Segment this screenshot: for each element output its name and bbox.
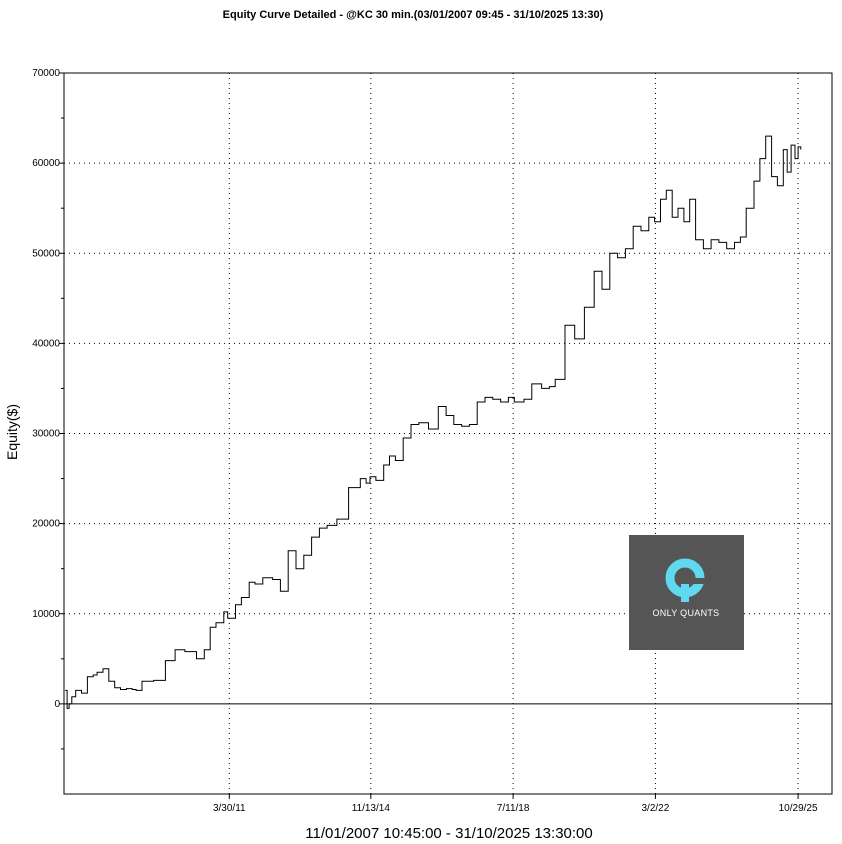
axis-ticks: 0 10000 20000 30000 40000 50000 60000 70000 3/30…	[32, 68, 818, 814]
grid-lines	[64, 73, 832, 794]
logo-stem-icon	[681, 584, 689, 602]
equity-series-line	[65, 135, 802, 709]
y-axis-label: Equity($)	[4, 404, 20, 460]
x-tick-label: 11/13/14	[352, 803, 391, 814]
y-tick-label: 40000	[32, 338, 60, 349]
y-tick-label: 30000	[32, 429, 60, 440]
y-tick-label: 60000	[32, 158, 60, 169]
x-tick-label: 7/11/18	[497, 803, 530, 814]
chart-title: Equity Curve Detailed - @KC 30 min.(03/0…	[223, 9, 604, 21]
x-tick-label: 10/29/25	[779, 803, 818, 814]
y-tick-label: 10000	[32, 609, 60, 620]
y-tick-label: 70000	[32, 68, 60, 79]
logo-bar-icon	[685, 578, 707, 584]
x-tick-label: 3/2/22	[641, 803, 669, 814]
y-tick-label: 20000	[32, 519, 60, 530]
y-tick-label: 50000	[32, 248, 60, 259]
x-axis-label: 11/01/2007 10:45:00 - 31/10/2025 13:30:0…	[305, 825, 592, 842]
x-tick-label: 3/30/11	[213, 803, 246, 814]
y-tick-label: 0	[54, 699, 60, 710]
series-group	[65, 135, 802, 709]
only-quants-logo: ONLY QUANTS	[629, 535, 744, 650]
logo-text: ONLY QUANTS	[653, 608, 720, 618]
